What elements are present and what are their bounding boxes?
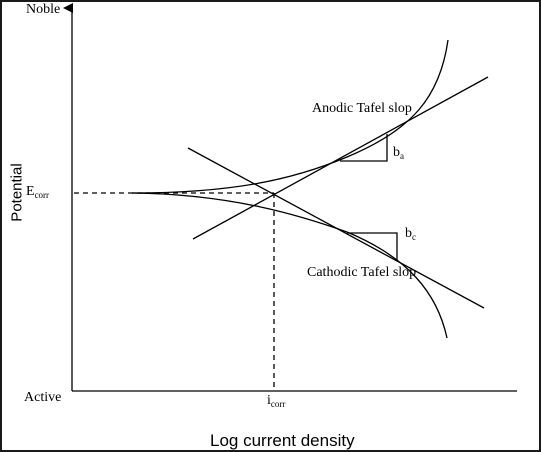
x-axis-title: Log current density bbox=[210, 431, 355, 450]
anodic-curve bbox=[131, 39, 449, 194]
ba-label: ba bbox=[393, 145, 404, 161]
anodic-tafel-line bbox=[192, 76, 489, 240]
noble-label: Noble bbox=[26, 2, 61, 17]
cathodic-curve bbox=[131, 192, 448, 339]
anodic-tafel-label: Anodic Tafel slop bbox=[312, 101, 412, 116]
active-label: Active bbox=[24, 390, 62, 405]
cathodic-slope-triangle bbox=[347, 232, 398, 260]
cathodic-tafel-line bbox=[187, 147, 485, 309]
bc-label: bc bbox=[405, 226, 416, 242]
cathodic-tafel-label: Cathodic Tafel slop bbox=[307, 265, 417, 280]
icorr-label: icorr bbox=[267, 393, 286, 409]
y-axis-title: Potential bbox=[8, 163, 26, 222]
anodic-slope-triangle bbox=[340, 134, 388, 162]
ecorr-label: Ecorr bbox=[26, 184, 50, 200]
